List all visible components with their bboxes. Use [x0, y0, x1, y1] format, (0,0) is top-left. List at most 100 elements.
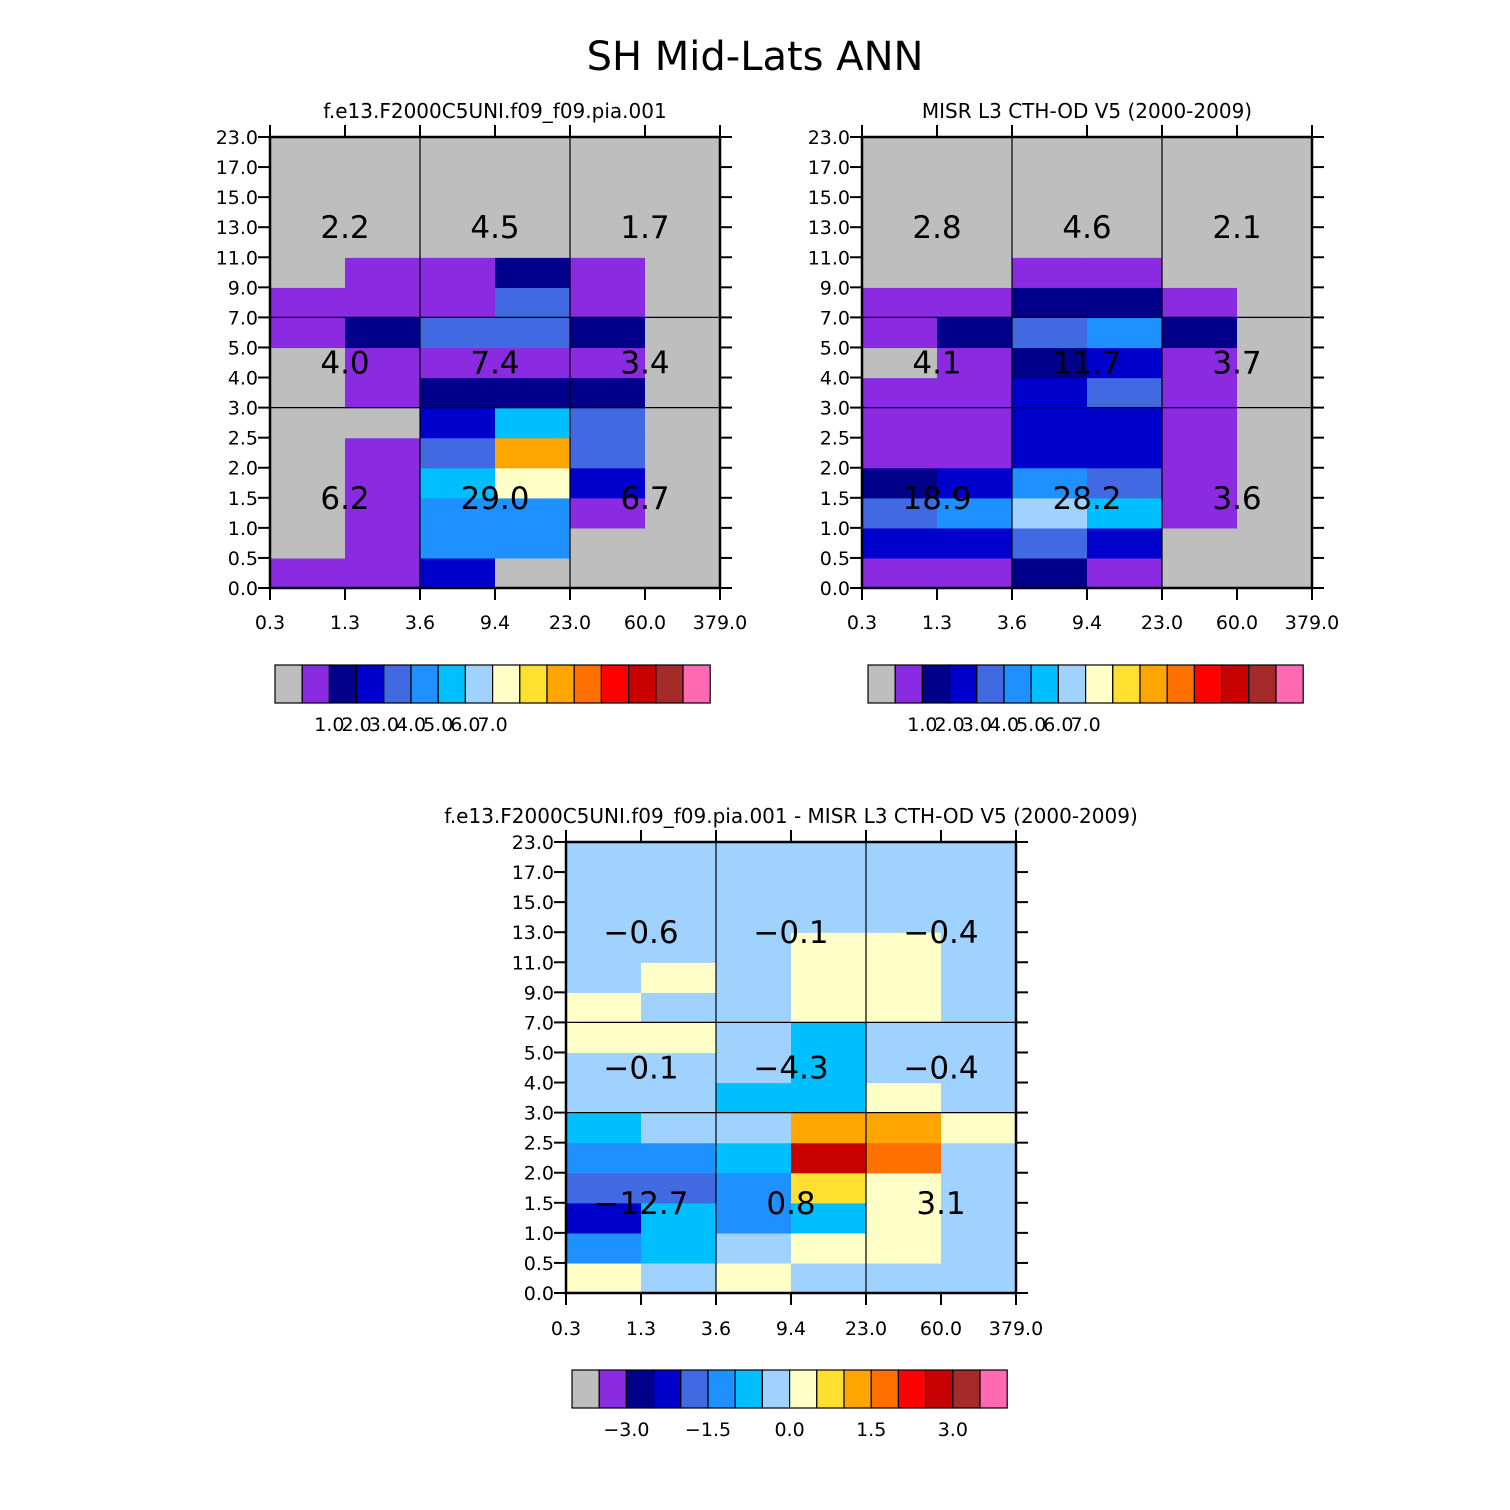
heatmap-cell — [641, 1262, 717, 1294]
heatmap-cell — [570, 227, 646, 258]
colorbar-swatch — [464, 664, 494, 704]
y-tick-label: 4.0 — [524, 1073, 554, 1095]
y-tick-label: 15.0 — [512, 892, 554, 914]
heatmap-cell — [1162, 557, 1238, 589]
colorbar-label: 2.0 — [341, 714, 371, 736]
heatmap-cell — [495, 377, 571, 409]
heatmap-cell — [716, 962, 792, 993]
colorbar-swatch — [1112, 664, 1141, 704]
y-tick-label: 15.0 — [808, 187, 850, 209]
heatmap-cell — [566, 1262, 642, 1294]
colorbar-label: 6.0 — [1043, 714, 1073, 736]
heatmap-cell — [641, 962, 717, 993]
colorbar-label: 2.0 — [934, 714, 964, 736]
y-tick-label: 11.0 — [512, 952, 554, 974]
heatmap-cell — [791, 1202, 867, 1234]
heatmap-cell — [270, 407, 346, 439]
colorbar-swatch — [1084, 664, 1114, 704]
heatmap-cell — [791, 992, 867, 1023]
heatmap-cell — [937, 497, 1013, 529]
y-tick-label: 1.5 — [524, 1193, 554, 1215]
y-tick-label: 3.0 — [228, 398, 258, 420]
colorbar-swatch — [600, 664, 630, 704]
heatmap-panel-1: f.e13.F2000C5UNI.f09_f09.pia.001 6.2 29.0 6… — [216, 99, 748, 736]
heatmap-cell — [420, 197, 496, 228]
heatmap-cell — [866, 1202, 942, 1234]
heatmap-cell — [866, 1022, 942, 1054]
group-total-label: 2.8 — [912, 210, 961, 246]
heatmap-cell — [1087, 287, 1163, 318]
heatmap-cell — [866, 1112, 942, 1144]
colorbar-label: 1.0 — [907, 714, 937, 736]
heatmap-cell — [791, 1172, 867, 1204]
heatmap-cell — [937, 527, 1013, 559]
heatmap-cell — [1087, 407, 1163, 439]
colorbar-swatch — [921, 664, 951, 704]
colorbar-swatch — [598, 1369, 628, 1409]
panels: f.e13.F2000C5UNI.f09_f09.pia.001 6.2 29.0 6… — [216, 99, 1340, 1441]
heatmap-cell — [570, 437, 646, 469]
heatmap-cell — [1087, 227, 1163, 258]
y-tick-label: 23.0 — [808, 127, 850, 149]
colorbar: 1.02.03.04.05.06.07.0 — [867, 664, 1304, 736]
heatmap-cell — [866, 1052, 942, 1084]
heatmap-cell — [270, 257, 346, 288]
heatmap-cell — [1012, 197, 1088, 228]
heatmap-cell — [641, 872, 717, 903]
colorbar: −3.0 −1.5 0.0 1.5 3.0 — [571, 1369, 1008, 1441]
heatmap-cell — [641, 1112, 717, 1144]
colorbar-swatch — [1248, 664, 1277, 704]
heatmap-cell — [791, 1232, 867, 1264]
x-tick-label: 3.6 — [997, 612, 1027, 634]
colorbar-swatch — [948, 664, 978, 704]
heatmap-cell — [420, 137, 496, 168]
heatmap-cell — [1087, 137, 1163, 168]
colorbar-label: 7.0 — [477, 714, 507, 736]
colorbar-swatch — [274, 664, 303, 704]
heatmap-cell — [941, 1172, 1017, 1204]
heatmap-cell — [937, 137, 1013, 168]
heatmap-cell — [937, 437, 1013, 469]
y-tick-label: 7.0 — [228, 307, 258, 329]
heatmap-cell — [1237, 317, 1313, 349]
heatmap-cell — [420, 437, 496, 469]
heatmap-cell — [641, 1172, 717, 1204]
colorbar-swatch — [734, 1369, 764, 1409]
y-tick-label: 7.0 — [524, 1012, 554, 1034]
colorbar-swatch — [571, 1369, 600, 1409]
x-tick-label: 60.0 — [1216, 612, 1258, 634]
group-total-label: 29.0 — [460, 481, 529, 517]
heatmap-cell — [862, 347, 938, 379]
heatmap-cell — [645, 197, 721, 228]
heatmap-cell — [570, 287, 646, 318]
heatmap-cell — [566, 1112, 642, 1144]
heatmap-panel-3: f.e13.F2000C5UNI.f09_f09.pia.001 - MISR … — [444, 804, 1138, 1441]
heatmap-cell — [1012, 407, 1088, 439]
heatmap-cell — [570, 407, 646, 439]
colorbar-swatch — [894, 664, 924, 704]
heatmap-cell — [1012, 137, 1088, 168]
heatmap-cell — [495, 227, 571, 258]
heatmap-cell — [566, 872, 642, 903]
heatmap-cell — [270, 287, 346, 318]
colorbar-label: 4.0 — [989, 714, 1019, 736]
heatmap-cell — [1087, 167, 1163, 198]
colorbar-label: −1.5 — [685, 1419, 731, 1441]
heatmap-cell — [345, 467, 421, 499]
heatmap-cell — [866, 962, 942, 993]
heatmap-cell — [570, 557, 646, 589]
group-total-label: −0.6 — [603, 915, 678, 951]
heatmap-cell — [866, 932, 942, 963]
heatmap-cell — [570, 347, 646, 379]
x-tick-label: 23.0 — [549, 612, 591, 634]
heatmap-cell — [937, 377, 1013, 409]
group-total-label: −0.4 — [903, 915, 978, 951]
heatmap-cell — [270, 227, 346, 258]
heatmap-cell — [641, 902, 717, 933]
colorbar-label: 4.0 — [396, 714, 426, 736]
heatmap-cell — [566, 1202, 642, 1234]
heatmap-cell — [1087, 497, 1163, 529]
heatmap-cell — [270, 467, 346, 499]
y-tick-label: 0.5 — [820, 548, 850, 570]
colorbar-swatch — [867, 664, 896, 704]
